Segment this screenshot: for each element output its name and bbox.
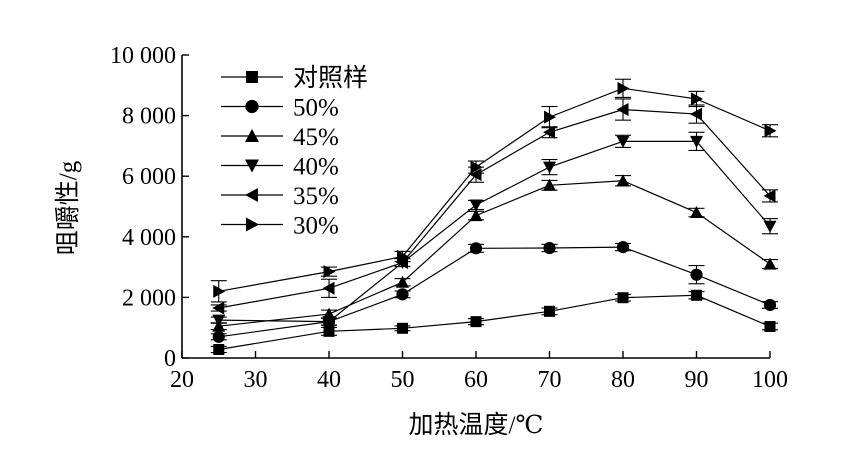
data-point bbox=[397, 249, 409, 263]
data-point bbox=[691, 289, 702, 301]
series-4 bbox=[210, 98, 778, 315]
series-line bbox=[218, 294, 771, 351]
legend: 对照样 50%45% 40%35% 30% bbox=[221, 64, 368, 240]
data-point bbox=[763, 257, 777, 270]
data-point bbox=[543, 241, 556, 255]
data-point bbox=[323, 265, 336, 279]
data-point bbox=[616, 241, 630, 254]
data-point bbox=[764, 320, 776, 332]
data-point bbox=[691, 92, 703, 106]
data-point bbox=[322, 281, 335, 295]
x-tick-label: 80 bbox=[611, 367, 635, 393]
data-point bbox=[616, 135, 630, 148]
x-tick-label: 90 bbox=[685, 367, 709, 393]
data-point bbox=[323, 325, 335, 337]
data-point bbox=[690, 107, 702, 121]
legend-item: 35% bbox=[221, 183, 339, 210]
legend-item: 对照样 bbox=[221, 64, 368, 92]
data-point bbox=[616, 103, 629, 117]
data-point bbox=[469, 242, 483, 255]
legend-marker bbox=[245, 159, 259, 173]
data-point bbox=[213, 284, 226, 298]
data-point bbox=[213, 344, 225, 356]
data-point bbox=[470, 316, 482, 328]
legend-marker bbox=[246, 217, 259, 232]
series-line bbox=[218, 108, 771, 309]
legend-label: 对照样 bbox=[293, 64, 368, 92]
data-point bbox=[396, 256, 408, 270]
series-line bbox=[218, 180, 771, 327]
series-1 bbox=[210, 241, 778, 343]
data-point bbox=[212, 301, 225, 315]
x-tick-label: 50 bbox=[391, 367, 415, 393]
legend-label: 50% bbox=[293, 95, 339, 122]
axes: 0 2 000 4 000 6 000 8 000 10 000 20 30 40 50 60 70 8… bbox=[110, 43, 788, 393]
legend-item: 30% bbox=[221, 213, 339, 240]
data-point bbox=[397, 322, 408, 334]
data-point bbox=[543, 125, 555, 139]
x-tick-label: 20 bbox=[170, 367, 194, 393]
data-point bbox=[212, 330, 225, 343]
data-point bbox=[764, 124, 777, 138]
data-point bbox=[543, 161, 556, 174]
legend-label: 30% bbox=[293, 213, 339, 240]
series-line bbox=[218, 246, 771, 338]
x-tick-label: 100 bbox=[752, 367, 788, 393]
data-point bbox=[690, 268, 703, 281]
data-point bbox=[763, 298, 777, 312]
legend-marker bbox=[245, 188, 258, 202]
x-tick-label: 60 bbox=[464, 367, 488, 393]
data-point bbox=[616, 174, 630, 187]
legend-marker bbox=[245, 99, 259, 114]
data-point bbox=[396, 288, 409, 301]
data-point bbox=[544, 110, 556, 124]
data-point bbox=[469, 209, 483, 222]
legend-label: 45% bbox=[293, 124, 339, 151]
x-axis-title: 加热温度/℃ bbox=[409, 411, 544, 439]
data-point bbox=[469, 168, 482, 182]
data-point bbox=[469, 199, 483, 212]
data-point bbox=[690, 135, 703, 148]
y-tick-label: 2 000 bbox=[122, 285, 176, 311]
legend-marker bbox=[245, 129, 259, 142]
y-tick-label: 4 000 bbox=[122, 225, 176, 251]
data-point bbox=[470, 160, 483, 174]
legend-marker bbox=[246, 71, 258, 83]
legend-label: 35% bbox=[293, 183, 339, 210]
series-line bbox=[218, 140, 771, 323]
legend-item: 50% bbox=[221, 95, 339, 122]
series-5 bbox=[210, 78, 778, 303]
y-tick-label: 8 000 bbox=[122, 104, 176, 130]
legend-label: 40% bbox=[293, 154, 339, 181]
data-point bbox=[690, 206, 703, 219]
data-point bbox=[396, 275, 409, 288]
x-tick-label: 40 bbox=[317, 367, 341, 393]
data-point bbox=[617, 81, 630, 95]
y-tick-label: 6 000 bbox=[122, 164, 176, 190]
legend-item: 45% bbox=[221, 124, 339, 151]
y-axis-title: 咀嚼性/g bbox=[54, 160, 82, 255]
series-line bbox=[218, 87, 771, 292]
data-point bbox=[763, 189, 776, 203]
x-tick-label: 70 bbox=[538, 367, 562, 393]
series-layer bbox=[210, 78, 778, 356]
legend-item: 40% bbox=[221, 154, 339, 181]
data-point bbox=[212, 314, 226, 327]
data-point bbox=[543, 178, 556, 191]
data-point bbox=[544, 305, 555, 317]
data-point bbox=[322, 316, 336, 329]
data-point bbox=[763, 220, 777, 233]
x-tick-label: 30 bbox=[244, 367, 268, 393]
series-0 bbox=[210, 289, 778, 356]
data-point bbox=[617, 292, 629, 304]
y-tick-label: 10 000 bbox=[110, 43, 176, 69]
series-3 bbox=[210, 131, 778, 329]
y-tick-label: 0 bbox=[164, 346, 176, 372]
